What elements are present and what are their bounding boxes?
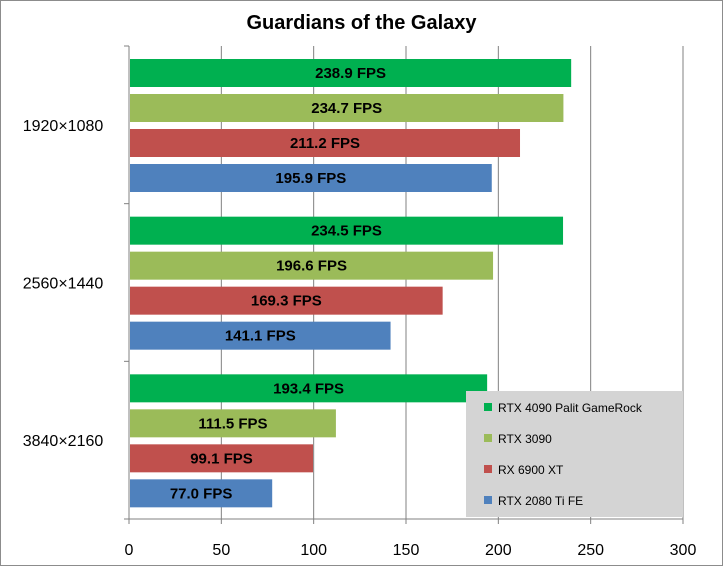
- x-tick-label: 200: [485, 542, 512, 559]
- bar-value-label: 195.9 FPS: [275, 170, 346, 187]
- x-tick-label: 50: [212, 542, 230, 559]
- legend-swatch: [484, 434, 492, 442]
- bar-value-label: 234.7 FPS: [311, 100, 382, 117]
- bar: [130, 94, 564, 122]
- bar-value-label: 196.6 FPS: [276, 258, 347, 275]
- legend-label: RTX 4090 Palit GameRock: [498, 401, 643, 415]
- x-tick-label: 100: [300, 542, 327, 559]
- bar: [130, 321, 391, 350]
- bar: [130, 374, 488, 403]
- bar-value-label: 169.3 FPS: [251, 293, 322, 310]
- category-label: 2560×1440: [23, 276, 104, 293]
- bar: [130, 216, 564, 245]
- bar-value-label: 234.5 FPS: [311, 223, 382, 240]
- legend-swatch: [484, 403, 492, 411]
- bar-value-label: 141.1 FPS: [225, 328, 296, 345]
- x-tick-label: 300: [670, 542, 697, 559]
- bar-value-label: 77.0 FPS: [170, 485, 233, 502]
- x-tick-label: 0: [125, 542, 134, 559]
- bar-value-label: 238.9 FPS: [315, 65, 386, 82]
- bar-value-label: 193.4 FPS: [273, 380, 344, 397]
- legend-label: RTX 3090: [498, 432, 552, 446]
- legend-swatch: [484, 496, 492, 504]
- category-label: 3840×2160: [23, 433, 104, 450]
- bar: [130, 164, 492, 192]
- bar: [130, 129, 521, 157]
- x-tick-label: 250: [577, 542, 604, 559]
- legend-swatch: [484, 465, 492, 473]
- legend-box: [466, 391, 683, 517]
- bar-value-label: 211.2 FPS: [290, 135, 360, 152]
- bar: [130, 479, 273, 508]
- x-tick-label: 150: [393, 542, 420, 559]
- bar: [130, 59, 572, 87]
- bar: [130, 251, 494, 280]
- legend-label: RX 6900 XT: [498, 463, 564, 477]
- bar: [130, 286, 443, 315]
- chart-title: Guardians of the Galaxy: [246, 12, 477, 34]
- bar: [130, 444, 314, 473]
- bar-value-label: 111.5 FPS: [198, 415, 267, 432]
- bar: [130, 409, 336, 438]
- legend-label: RTX 2080 Ti FE: [498, 494, 583, 508]
- bar-value-label: 99.1 FPS: [190, 450, 253, 467]
- category-label: 1920×1080: [23, 118, 104, 135]
